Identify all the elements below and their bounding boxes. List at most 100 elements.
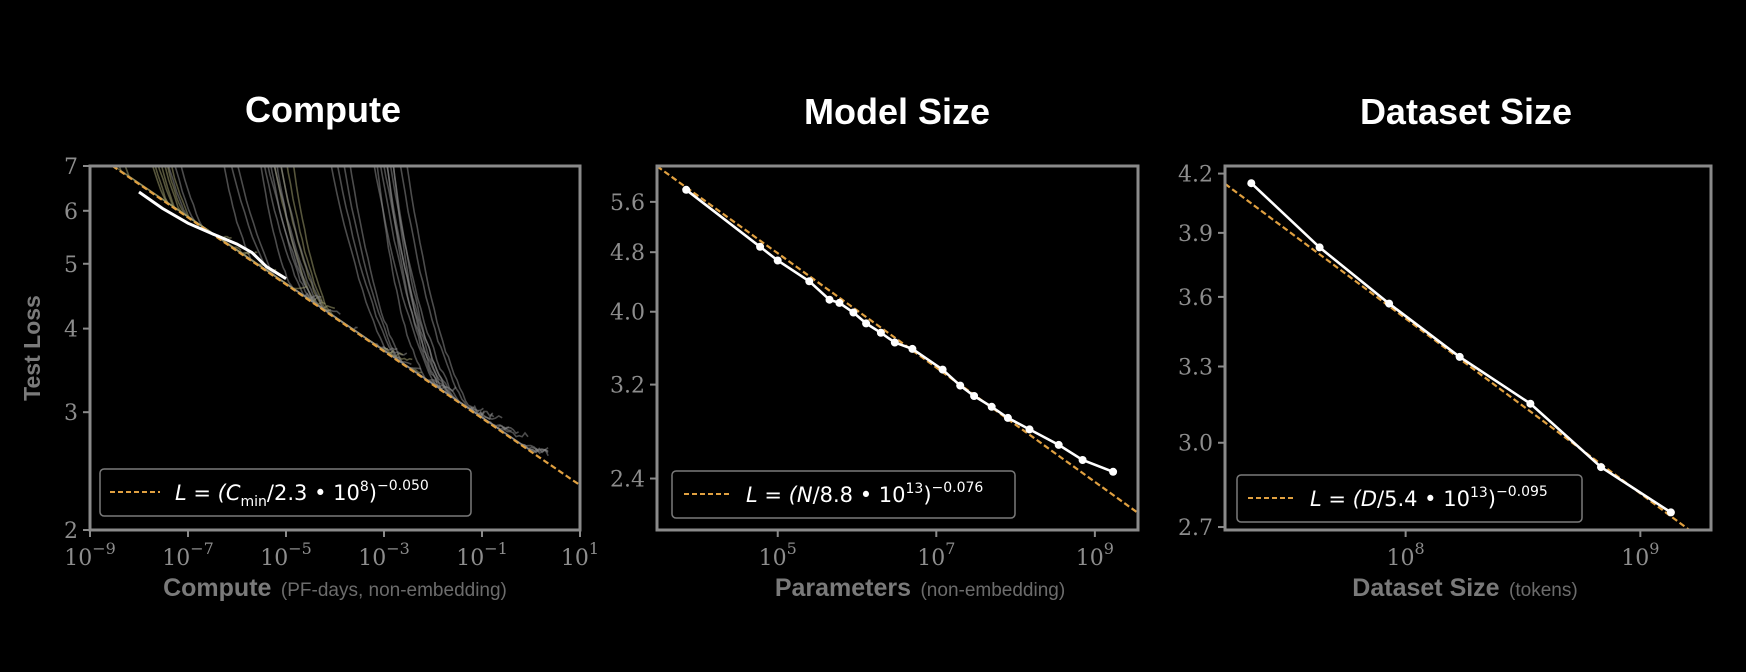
model-size-data-point	[1054, 440, 1063, 449]
dataset-size-legend-label: L = (D/5.4 • 1013)−0.095	[1310, 484, 1548, 511]
compute-y-tick-label: 6	[64, 200, 78, 225]
dataset-size-data-point	[1455, 352, 1464, 361]
compute-y-tick-label: 4	[64, 318, 78, 343]
compute-y-axis-label: Test Loss	[19, 295, 45, 401]
model-size-data-point	[987, 402, 996, 411]
model-size-data-point	[938, 365, 947, 374]
compute-panel: Compute 10−9 10−7 10−5 10−3 10−1 101 7 6 5 4 3 2 T…	[19, 89, 599, 602]
dataset-size-y-tick-label: 3.6	[1178, 286, 1213, 311]
model-size-y-tick-label: 4.0	[610, 301, 645, 326]
compute-legend-box	[99, 468, 472, 517]
model-size-data-point	[876, 328, 885, 337]
dataset-size-x-tick-label: 108	[1387, 539, 1425, 571]
compute-legend-label: L = (Cmin/2.3 • 108)−0.050	[175, 478, 429, 510]
compute-training-curve	[379, 166, 529, 438]
compute-plot-area	[110, 166, 580, 487]
compute-legend-part: −0.050	[377, 478, 429, 494]
model-size-data-point	[682, 185, 691, 194]
model-size-data-point	[805, 277, 814, 286]
model-size-x-tick-label: 107	[917, 539, 955, 571]
dataset-size-x-tick-label: 109	[1621, 539, 1659, 571]
model-size-series-group	[682, 185, 1118, 476]
compute-x-tick-label: 101	[561, 539, 599, 571]
compute-training-curve	[330, 166, 512, 432]
model-size-legend-label: L = (N/8.8 • 1013)−0.076	[746, 480, 983, 507]
model-size-data-point	[1003, 413, 1012, 422]
dataset-size-legend: L = (D/5.4 • 1013)−0.095	[1236, 474, 1583, 523]
dataset-size-data-point	[1597, 463, 1605, 472]
model-size-data-point	[825, 295, 834, 304]
compute-frontier-line	[138, 190, 287, 280]
dataset-size-x-label-note: (tokens)	[1509, 580, 1578, 601]
dataset-size-title: Dataset Size	[1360, 91, 1572, 132]
model-size-legend-part: L = (N	[746, 483, 813, 507]
model-size-legend-part: )	[923, 483, 931, 507]
dataset-size-y-tick-label: 3.3	[1178, 356, 1213, 381]
model-size-plot-frame	[655, 164, 1140, 532]
model-size-data-point	[862, 319, 871, 328]
compute-training-curve	[343, 166, 494, 418]
model-size-data-point	[756, 242, 765, 251]
model-size-legend-part: 13	[906, 481, 924, 497]
compute-y-tick-label: 2	[64, 519, 78, 544]
model-size-data-point	[773, 256, 782, 265]
model-size-x-ticks: 105 107 109	[759, 530, 1114, 571]
model-size-y-ticks: 5.6 4.8 4.0 3.2 2.4	[610, 191, 657, 493]
model-size-y-tick-label: 4.8	[610, 241, 645, 266]
model-size-data-point	[1109, 467, 1118, 476]
compute-x-ticks: 10−9 10−7 10−5 10−3 10−1 101	[64, 530, 599, 571]
dataset-size-y-tick-label: 3.0	[1178, 432, 1213, 457]
dataset-size-legend-part: L = (D	[1310, 487, 1377, 511]
compute-x-axis-label: Compute (PF-days, non-embedding)	[163, 574, 507, 602]
model-size-data-point	[970, 392, 979, 400]
model-size-legend: L = (N/8.8 • 1013)−0.076	[671, 470, 1016, 519]
model-size-legend-box	[671, 470, 1016, 519]
model-size-legend-part: −0.076	[932, 480, 984, 496]
model-size-title: Model Size	[804, 91, 990, 132]
compute-y-tick-label: 7	[64, 155, 78, 180]
dataset-size-legend-part: 13	[1470, 485, 1488, 501]
dataset-size-y-tick-label: 4.2	[1178, 163, 1213, 188]
dataset-size-data-point	[1526, 399, 1535, 408]
model-size-plot-area	[657, 166, 1138, 514]
dataset-size-legend-box	[1236, 474, 1583, 523]
model-size-data-point	[1025, 425, 1034, 434]
model-size-x-tick-label: 105	[759, 539, 797, 571]
compute-x-label-note: (PF-days, non-embedding)	[281, 580, 507, 601]
dataset-size-x-label-main: Dataset Size	[1352, 574, 1499, 602]
dataset-size-y-tick-label: 2.7	[1178, 516, 1213, 541]
model-size-data-point	[835, 298, 844, 307]
dataset-size-x-axis-label: Dataset Size (tokens)	[1352, 574, 1577, 602]
dataset-size-panel: Dataset Size 108 109 4.2 3.9 3.6 3.3 3.0 2.7 D…	[1178, 91, 1713, 602]
compute-y-ticks: 7 6 5 4 3 2	[64, 155, 90, 544]
dataset-size-data-point	[1385, 299, 1394, 308]
compute-legend-part: L = (C	[175, 481, 241, 505]
model-size-data-point	[1078, 456, 1087, 464]
compute-legend-part: 8	[360, 479, 369, 495]
compute-x-tick-label: 10−9	[64, 539, 116, 571]
compute-training-curve	[160, 166, 267, 267]
dataset-size-series-line	[1250, 182, 1672, 514]
model-size-y-tick-label: 3.2	[610, 374, 645, 399]
compute-legend-part: /2.3 • 10	[267, 481, 360, 505]
compute-y-tick-label: 5	[64, 253, 78, 278]
dataset-size-data-point	[1247, 179, 1256, 188]
model-size-x-axis-label: Parameters (non-embedding)	[775, 574, 1065, 602]
dataset-size-plot-frame	[1223, 164, 1713, 532]
model-size-x-tick-label: 109	[1076, 539, 1114, 571]
compute-legend-part: )	[369, 481, 377, 505]
dataset-size-data-point	[1666, 508, 1675, 517]
compute-legend: L = (Cmin/2.3 • 108)−0.050	[99, 468, 472, 517]
compute-plot-frame	[88, 164, 582, 532]
model-size-data-point	[908, 344, 917, 353]
dataset-size-legend-part: )	[1488, 487, 1496, 511]
model-size-x-label-note: (non-embedding)	[920, 580, 1065, 601]
compute-x-tick-label: 10−3	[358, 539, 410, 571]
model-size-data-point	[849, 308, 858, 317]
dataset-size-y-tick-label: 3.9	[1178, 222, 1213, 247]
compute-x-label-main: Compute	[163, 574, 271, 602]
dataset-size-plot-area	[1225, 179, 1692, 530]
dataset-size-legend-part: −0.095	[1496, 484, 1548, 500]
model-size-panel: Model Size 105 107 109 5.6 4.8 4.0 3.2 2.4 Par…	[610, 91, 1140, 602]
